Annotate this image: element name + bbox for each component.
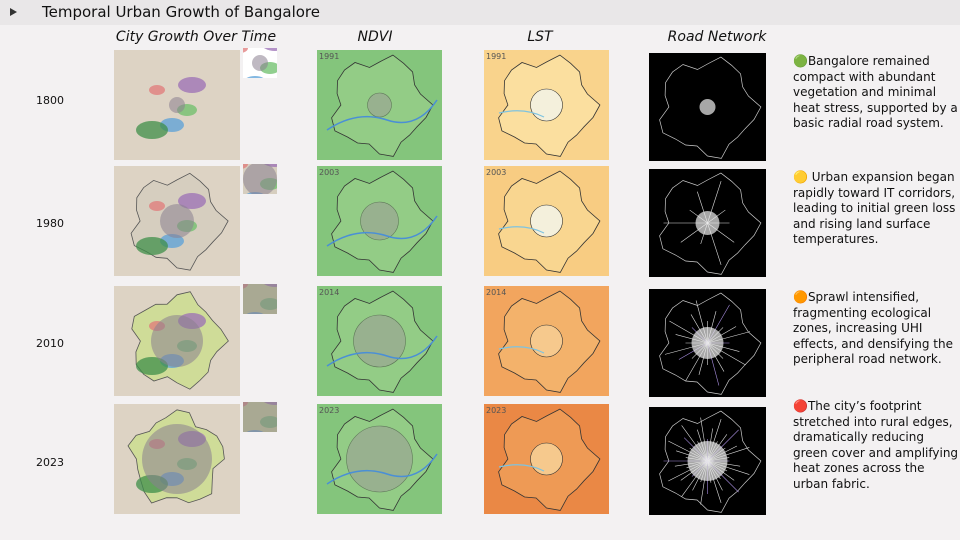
map-year-label: 2003 bbox=[319, 168, 339, 177]
road-network-map bbox=[649, 289, 766, 397]
lst-map: 1991 bbox=[484, 50, 609, 160]
row-year: 1980 bbox=[36, 217, 64, 230]
map-year-label: 2014 bbox=[319, 288, 339, 297]
column-header: NDVI bbox=[357, 29, 393, 45]
row-description: 🔴The city’s footprint stretched into rur… bbox=[793, 399, 959, 491]
row-description: 🟠Sprawl intensified, fragmenting ecologi… bbox=[793, 290, 953, 366]
city-growth-map bbox=[114, 166, 240, 276]
map-year-label: 2023 bbox=[486, 406, 506, 415]
lst-map: 2014 bbox=[484, 286, 609, 396]
road-network-map bbox=[649, 169, 766, 277]
city-growth-map bbox=[114, 50, 240, 160]
ndvi-map: 1991 bbox=[317, 50, 442, 160]
inset-map bbox=[243, 402, 277, 432]
map-year-label: 1991 bbox=[319, 52, 339, 61]
slide-title: Temporal Urban Growth of Bangalore bbox=[42, 3, 320, 21]
ndvi-map: 2023 bbox=[317, 404, 442, 514]
lst-map: 2023 bbox=[484, 404, 609, 514]
map-year-label: 1991 bbox=[486, 52, 506, 61]
road-network-map bbox=[649, 53, 766, 161]
column-header: Road Network bbox=[667, 29, 767, 45]
ndvi-map: 2003 bbox=[317, 166, 442, 276]
lst-map: 2003 bbox=[484, 166, 609, 276]
inset-map bbox=[243, 48, 277, 78]
row-year: 2010 bbox=[36, 337, 64, 350]
inset-map bbox=[243, 284, 277, 314]
column-header: LST bbox=[527, 29, 553, 45]
collapse-toggle[interactable] bbox=[10, 8, 17, 16]
road-network-map bbox=[649, 407, 766, 515]
inset-map bbox=[243, 164, 277, 194]
map-year-label: 2014 bbox=[486, 288, 506, 297]
city-growth-map bbox=[114, 404, 240, 514]
city-growth-map bbox=[114, 286, 240, 396]
row-description: 🟡 Urban expansion began rapidly toward I… bbox=[793, 170, 956, 246]
header-bar bbox=[0, 0, 960, 25]
row-year: 2023 bbox=[36, 456, 64, 469]
map-year-label: 2023 bbox=[319, 406, 339, 415]
map-year-label: 2003 bbox=[486, 168, 506, 177]
row-year: 1800 bbox=[36, 94, 64, 107]
ndvi-map: 2014 bbox=[317, 286, 442, 396]
column-header: City Growth Over Time bbox=[115, 29, 277, 45]
row-description: 🟢Bangalore remained compact with abundan… bbox=[793, 54, 958, 130]
